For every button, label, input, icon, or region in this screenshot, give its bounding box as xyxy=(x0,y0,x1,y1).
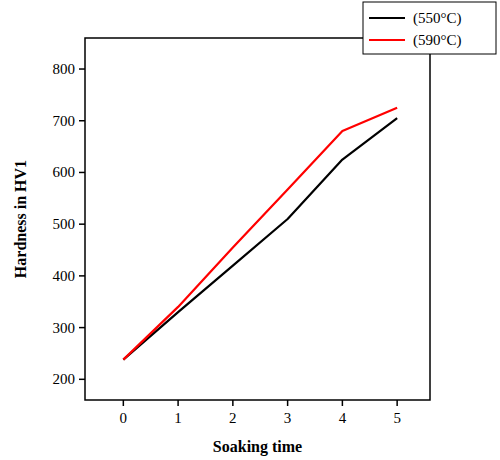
y-tick-label: 700 xyxy=(53,113,76,129)
x-tick xyxy=(396,400,398,406)
chart-container: 0 1 2 3 4 5 200 300 400 500 600 700 800 Soaking time H… xyxy=(0,0,500,460)
y-tick xyxy=(79,120,85,122)
y-tick xyxy=(79,223,85,225)
y-tick xyxy=(79,68,85,70)
chart-svg: 0 1 2 3 4 5 200 300 400 500 600 700 800 Soaking time H… xyxy=(0,0,500,460)
y-tick xyxy=(79,327,85,329)
x-tick xyxy=(123,400,125,406)
x-tick-label: 1 xyxy=(174,410,182,426)
x-tick-label: 2 xyxy=(229,410,237,426)
legend-swatch xyxy=(369,39,405,41)
x-tick xyxy=(177,400,179,406)
x-axis-label: Soaking time xyxy=(213,438,302,456)
y-tick xyxy=(79,172,85,174)
legend-box xyxy=(363,2,496,54)
y-tick-label: 800 xyxy=(53,61,76,77)
x-tick xyxy=(232,400,234,406)
y-tick xyxy=(79,379,85,381)
legend-label: (550°C) xyxy=(413,10,462,27)
x-tick-label: 4 xyxy=(339,410,347,426)
y-tick-label: 400 xyxy=(53,268,76,284)
y-tick-label: 500 xyxy=(53,216,76,232)
legend-swatch xyxy=(369,17,405,19)
y-tick xyxy=(79,275,85,277)
x-tick-label: 0 xyxy=(120,410,128,426)
x-tick xyxy=(287,400,289,406)
legend-label: (590°C) xyxy=(413,32,462,49)
series-line xyxy=(123,108,397,360)
plot-frame xyxy=(85,38,430,400)
y-tick-label: 200 xyxy=(53,371,76,387)
y-axis-label: Hardness in HV1 xyxy=(12,160,29,278)
legend: (550°C) (590°C) xyxy=(363,2,496,54)
y-tick-label: 300 xyxy=(53,320,76,336)
x-tick xyxy=(342,400,344,406)
y-tick-label: 600 xyxy=(53,164,76,180)
series-line xyxy=(123,118,397,360)
x-tick-label: 3 xyxy=(284,410,292,426)
plot-area xyxy=(123,108,397,360)
x-tick-label: 5 xyxy=(393,410,401,426)
